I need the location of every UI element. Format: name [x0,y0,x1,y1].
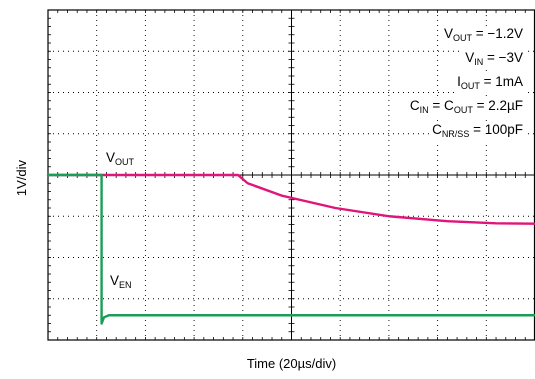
y-axis-label: 1V/div [14,159,29,197]
annotation-iout: IOUT = 1mA [455,74,525,94]
annotation-capacitors: CIN = COUT = 2.2µF [407,98,525,118]
trace-vout [46,173,535,225]
x-axis-label: Time (20µs/div) [246,356,337,371]
annotation-vout: VOUT = −1.2V [441,26,525,46]
plot-traces [46,173,535,325]
trace-ven [46,173,535,325]
trace-label-vout: VOUT [106,150,135,167]
trace-label-ven: VEN [110,273,132,290]
annotation-cnrss: CNR/SS = 100pF [430,122,525,142]
annotation-vin: VIN = −3V [463,50,525,70]
